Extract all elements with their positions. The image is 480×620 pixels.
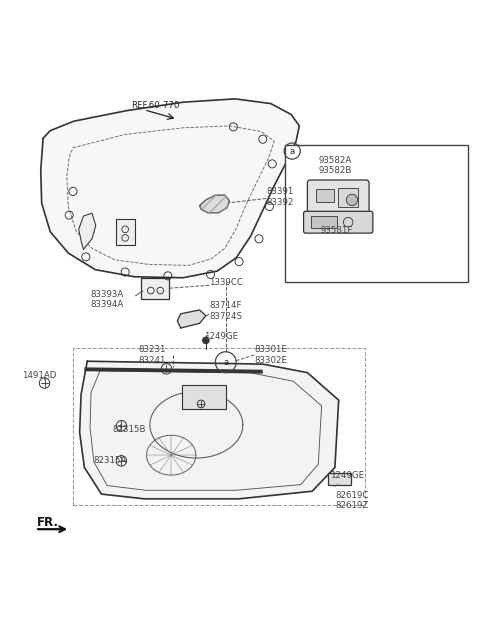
- Text: 83231
83241: 83231 83241: [138, 345, 166, 365]
- Text: a: a: [223, 358, 228, 366]
- Text: 83301E
83302E: 83301E 83302E: [254, 345, 287, 365]
- Bar: [338, 188, 358, 206]
- Bar: [182, 385, 226, 409]
- Text: 82315B: 82315B: [112, 425, 145, 434]
- Bar: [311, 216, 337, 228]
- Bar: [141, 278, 169, 299]
- Text: 1491AD: 1491AD: [22, 371, 56, 380]
- Circle shape: [203, 337, 209, 343]
- Polygon shape: [200, 195, 229, 213]
- Text: 82619C
82619Z: 82619C 82619Z: [335, 491, 368, 510]
- Text: a: a: [289, 146, 295, 156]
- Text: REF.60-770: REF.60-770: [131, 102, 179, 110]
- Text: 83714F
83724S: 83714F 83724S: [209, 301, 242, 321]
- Text: 93581F: 93581F: [321, 226, 353, 235]
- Text: 82315A: 82315A: [93, 456, 126, 466]
- Bar: [285, 145, 468, 283]
- FancyBboxPatch shape: [307, 180, 369, 218]
- Bar: [116, 219, 135, 246]
- FancyBboxPatch shape: [303, 211, 373, 233]
- Circle shape: [346, 194, 358, 206]
- Text: 93582A
93582B: 93582A 93582B: [318, 156, 352, 175]
- Bar: [316, 188, 334, 202]
- Bar: [73, 348, 365, 505]
- Text: 1249GE: 1249GE: [330, 471, 364, 480]
- Bar: [328, 472, 350, 485]
- Text: FR.: FR.: [37, 516, 59, 529]
- Text: 1249GE: 1249GE: [204, 332, 239, 340]
- Text: 1339CC: 1339CC: [209, 278, 243, 287]
- Polygon shape: [79, 213, 96, 249]
- Polygon shape: [41, 99, 300, 278]
- Polygon shape: [178, 310, 206, 328]
- Text: 83393A
83394A: 83393A 83394A: [91, 290, 124, 309]
- Text: 83391
83392: 83391 83392: [266, 187, 293, 207]
- Polygon shape: [80, 361, 339, 499]
